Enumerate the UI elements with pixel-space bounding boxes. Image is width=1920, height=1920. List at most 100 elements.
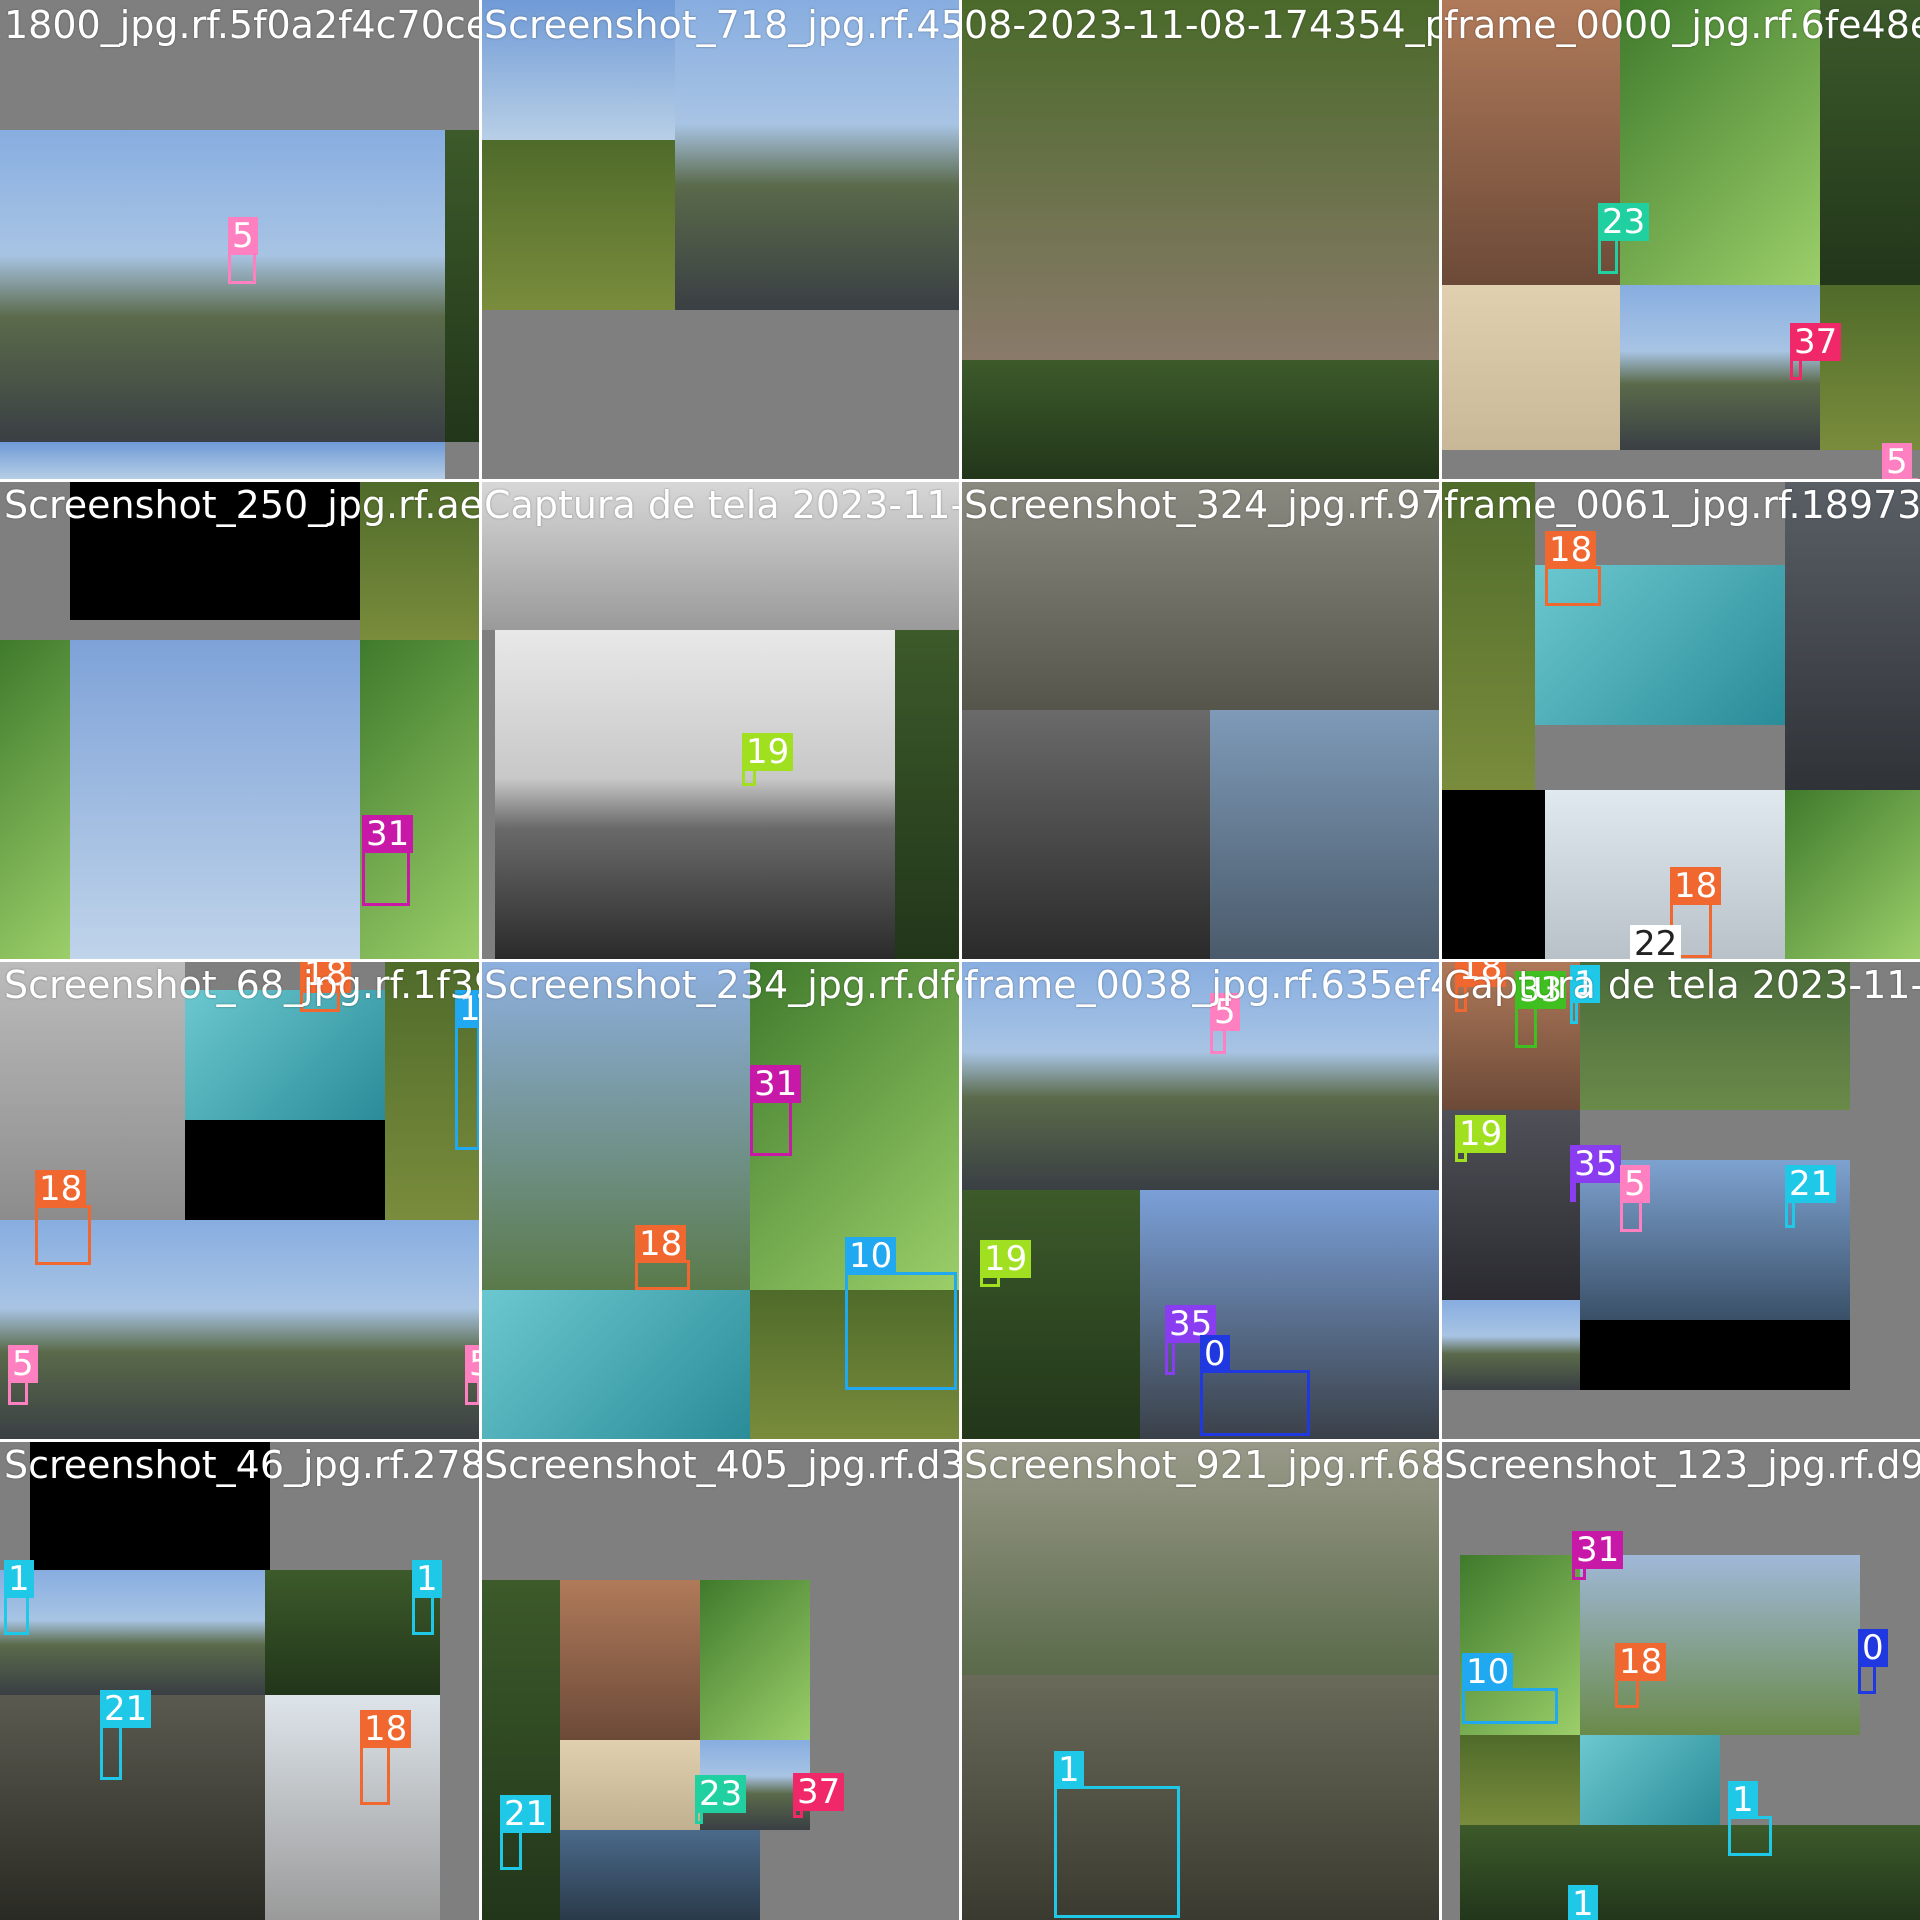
detection-box: 18 — [300, 960, 352, 1012]
mosaic-tile: frame_0061_jpg.rf.18973 18 18 22 — [1440, 480, 1920, 960]
class-label: 19 — [1455, 1115, 1507, 1153]
detection-box: 21 — [1785, 1165, 1837, 1228]
detection-box: 1 — [1570, 965, 1600, 1024]
detection-box: 1 — [1054, 1751, 1180, 1918]
image-fragment — [185, 990, 385, 1120]
detection-box: 19 — [742, 733, 794, 786]
tile-caption: 08-2023-11-08-174354_png.rf.2 — [964, 3, 1440, 47]
class-label: 18 — [1545, 531, 1597, 569]
detection-box: 1 — [412, 1560, 442, 1635]
mosaic-tile: Screenshot_250_jpg.rf.ae36 31 — [0, 480, 480, 960]
mosaic-tile: Screenshot_68_jpg.rf.1f39918101855 — [0, 960, 480, 1440]
tile-caption: Screenshot_718_jpg.rf.4599100 — [484, 3, 960, 47]
class-label: 18 — [1670, 867, 1722, 905]
class-label: 31 — [1572, 1531, 1624, 1569]
detection-box: 5 — [465, 1345, 480, 1405]
class-label: 18 — [35, 1170, 87, 1208]
image-fragment — [480, 140, 675, 310]
class-label: 5 — [1620, 1165, 1650, 1203]
class-label: 18 — [300, 960, 352, 993]
image-fragment — [1440, 1300, 1580, 1390]
image-fragment — [960, 0, 1440, 360]
image-fragment — [70, 640, 360, 960]
image-fragment — [1535, 565, 1785, 725]
image-fragment — [445, 130, 480, 442]
image-fragment — [360, 640, 480, 960]
detection-box: 0 — [1858, 1629, 1888, 1694]
detection-box: 1 — [1728, 1781, 1772, 1856]
class-label: 1 — [4, 1560, 34, 1598]
class-label: 5 — [8, 1345, 38, 1383]
image-fragment — [960, 1440, 1440, 1675]
class-label: 1 — [1728, 1781, 1758, 1819]
detection-box: 18 — [1615, 1643, 1667, 1708]
image-fragment — [0, 130, 445, 442]
image-fragment — [1440, 285, 1620, 450]
detection-box: 18 — [360, 1710, 412, 1805]
image-fragment — [1580, 1320, 1850, 1390]
image-fragment — [560, 1580, 700, 1740]
class-label: 1 — [1054, 1751, 1084, 1789]
image-fragment — [0, 640, 70, 960]
image-fragment — [480, 0, 675, 140]
tile-caption: Screenshot_46_jpg.rf.27882 — [4, 1443, 480, 1487]
detection-box: 23 — [695, 1775, 747, 1824]
image-fragment — [1620, 0, 1820, 285]
image-fragment — [1460, 1825, 1920, 1920]
image-fragment — [70, 480, 360, 620]
class-label: 21 — [100, 1690, 152, 1728]
class-label: 18 — [360, 1710, 412, 1748]
mosaic-tile: Captura de tela 2023-11-02-1 19 — [480, 480, 960, 960]
image-fragment — [960, 710, 1210, 960]
class-label: 10 — [455, 990, 480, 1028]
tile-caption: Screenshot_234_jpg.rf.dfea98 — [484, 963, 960, 1007]
tile-caption: 1800_jpg.rf.5f0a2f4c70cea05d828e — [4, 3, 480, 47]
class-label: 19 — [980, 1240, 1032, 1278]
detection-box: 18 — [1670, 867, 1722, 958]
image-fragment — [1580, 960, 1850, 1110]
detection-box: 18 — [35, 1170, 91, 1265]
detection-box: 5 — [1210, 993, 1240, 1054]
tile-caption: Captura de tela 2023-11-08 — [1444, 963, 1920, 1007]
detection-box: 35 — [1165, 1305, 1217, 1375]
image-fragment — [1460, 1555, 1580, 1735]
tile-caption: Captura de tela 2023-11-02-1 — [484, 483, 960, 527]
class-label: 23 — [1598, 203, 1650, 241]
image-fragment — [1785, 790, 1920, 960]
image-fragment — [0, 442, 445, 480]
detection-box: 19 — [980, 1240, 1032, 1287]
image-fragment — [265, 1570, 440, 1695]
detection-box: 37 — [1790, 323, 1842, 380]
detection-box: 10 — [845, 1237, 957, 1390]
image-fragment — [360, 480, 480, 640]
image-fragment — [960, 480, 1440, 710]
image-fragment — [1440, 0, 1620, 285]
image-fragment — [0, 1570, 265, 1695]
detection-box: 18 — [1455, 960, 1507, 1012]
grid-divider — [0, 959, 1920, 962]
class-label: 19 — [742, 733, 794, 771]
tile-caption: Screenshot_68_jpg.rf.1f399 — [4, 963, 480, 1007]
detection-box: 19 — [1455, 1115, 1507, 1162]
image-fragment — [750, 960, 960, 1290]
image-fragment — [1820, 285, 1920, 450]
image-fragment — [480, 1290, 750, 1440]
image-fragment — [960, 360, 1440, 480]
image-fragment — [675, 0, 960, 310]
detection-box: 5 — [8, 1345, 38, 1405]
class-label: 33 — [1515, 971, 1567, 1009]
grid-divider — [1439, 0, 1442, 1920]
image-fragment — [265, 1695, 440, 1920]
detection-box: 21 — [100, 1690, 152, 1780]
mosaic-tile: frame_0038_jpg.rf.635ef470b0e5 19 350 — [960, 960, 1440, 1440]
class-label: 10 — [1462, 1653, 1514, 1691]
image-fragment — [960, 960, 1440, 1190]
image-fragment — [1820, 0, 1920, 285]
class-label: 10 — [845, 1237, 897, 1275]
image-fragment — [0, 1220, 480, 1440]
image-fragment — [960, 1675, 1440, 1920]
detection-box: 31 — [362, 815, 414, 906]
class-label: 21 — [1785, 1165, 1837, 1203]
class-label: 21 — [500, 1795, 552, 1833]
class-label: 18 — [1455, 960, 1507, 987]
